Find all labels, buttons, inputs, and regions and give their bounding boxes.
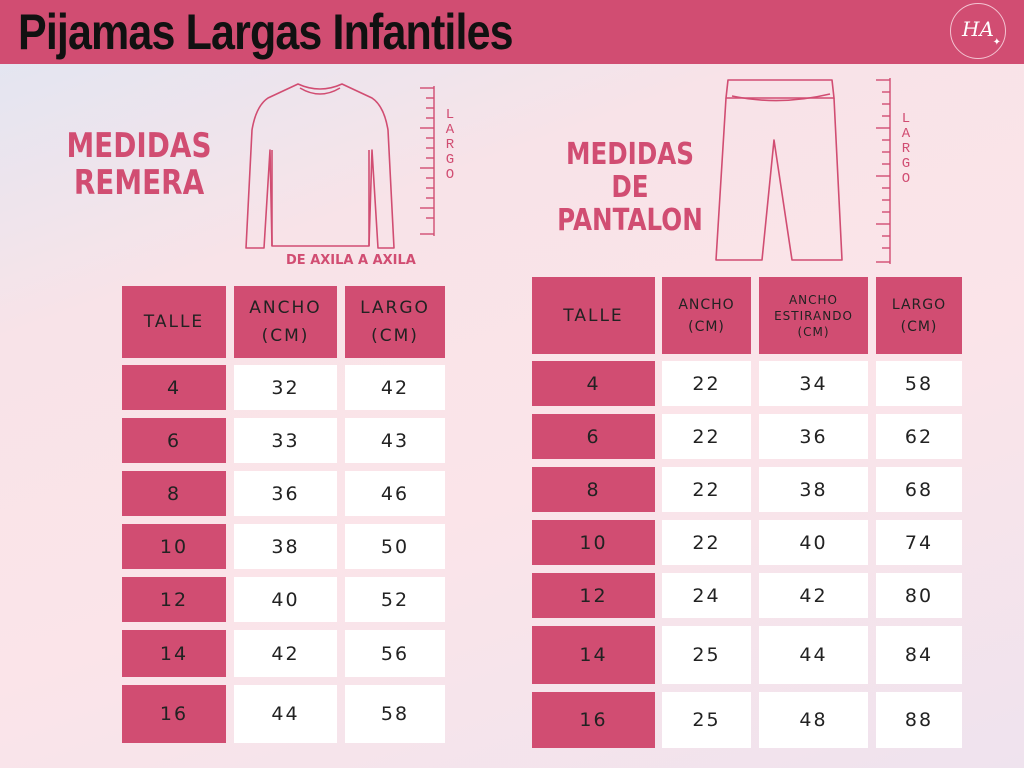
pantalon-cell-ancho: 22 (662, 520, 751, 565)
pantalon-cell-talle: 12 (532, 573, 655, 618)
remera-cell-talle: 8 (122, 471, 226, 516)
remera-header-largo: LARGO (CM) (345, 286, 445, 358)
pantalon-cell-talle: 8 (532, 467, 655, 512)
page-title: Pijamas Largas Infantiles (18, 4, 514, 60)
pantalon-cell-largo: 74 (876, 520, 962, 565)
pantalon-cell-talle: 10 (532, 520, 655, 565)
remera-cell-talle: 14 (122, 630, 226, 677)
pantalon-cell-ancho-estirando: 48 (759, 692, 868, 748)
remera-cell-largo: 52 (345, 577, 445, 622)
pantalon-cell-ancho-estirando: 34 (759, 361, 868, 406)
long-sleeve-shirt-icon (245, 83, 395, 249)
remera-title: MEDIDAS REMERA (66, 126, 212, 204)
remera-cell-ancho: 38 (234, 524, 337, 569)
brand-logo: HA ✦ (950, 3, 1006, 59)
pantalon-cell-ancho-estirando: 42 (759, 573, 868, 618)
pantalon-cell-ancho: 25 (662, 692, 751, 748)
remera-cell-largo: 58 (345, 685, 445, 743)
remera-header-talle: TALLE (122, 286, 226, 358)
pantalon-cell-largo: 88 (876, 692, 962, 748)
pantalon-cell-talle: 4 (532, 361, 655, 406)
pantalon-cell-ancho: 25 (662, 626, 751, 684)
remera-cell-ancho: 32 (234, 365, 337, 410)
pantalon-cell-ancho-estirando: 40 (759, 520, 868, 565)
pantalon-cell-ancho-estirando: 38 (759, 467, 868, 512)
pantalon-header-ancho-estirando: ANCHO ESTIRANDO (CM) (759, 277, 868, 354)
remera-cell-ancho: 40 (234, 577, 337, 622)
pantalon-cell-talle: 6 (532, 414, 655, 459)
pantalon-cell-largo: 84 (876, 626, 962, 684)
pantalon-cell-largo: 68 (876, 467, 962, 512)
remera-cell-talle: 16 (122, 685, 226, 743)
pantalon-cell-talle: 14 (532, 626, 655, 684)
pantalon-header-largo: LARGO (CM) (876, 277, 962, 354)
remera-cell-largo: 56 (345, 630, 445, 677)
pantalon-cell-largo: 62 (876, 414, 962, 459)
pantalon-header-ancho: ANCHO (CM) (662, 277, 751, 354)
remera-cell-largo: 50 (345, 524, 445, 569)
remera-axila-label: DE AXILA A AXILA (286, 253, 416, 268)
remera-largo-label: LARGO (445, 107, 455, 183)
pantalon-header-talle: TALLE (532, 277, 655, 354)
remera-cell-ancho: 42 (234, 630, 337, 677)
pantalon-cell-ancho-estirando: 44 (759, 626, 868, 684)
remera-cell-talle: 12 (122, 577, 226, 622)
pantalon-cell-largo: 58 (876, 361, 962, 406)
remera-cell-largo: 42 (345, 365, 445, 410)
header-band (0, 0, 1024, 64)
remera-cell-largo: 46 (345, 471, 445, 516)
remera-cell-ancho: 33 (234, 418, 337, 463)
pantalon-cell-ancho: 22 (662, 414, 751, 459)
pantalon-cell-ancho-estirando: 36 (759, 414, 868, 459)
ruler-pantalon (876, 78, 891, 264)
remera-cell-ancho: 36 (234, 471, 337, 516)
pantalon-cell-ancho: 22 (662, 361, 751, 406)
remera-cell-ancho: 44 (234, 685, 337, 743)
pantalon-title: MEDIDAS DE PANTALON (557, 137, 703, 238)
remera-cell-largo: 43 (345, 418, 445, 463)
ruler-remera (420, 86, 435, 236)
remera-cell-talle: 4 (122, 365, 226, 410)
pantalon-cell-largo: 80 (876, 573, 962, 618)
pantalon-cell-ancho: 24 (662, 573, 751, 618)
remera-cell-talle: 10 (122, 524, 226, 569)
remera-header-ancho: ANCHO (CM) (234, 286, 337, 358)
pantalon-cell-ancho: 22 (662, 467, 751, 512)
pantalon-largo-label: LARGO (901, 111, 911, 187)
pantalon-cell-talle: 16 (532, 692, 655, 748)
remera-cell-talle: 6 (122, 418, 226, 463)
long-pants-icon (715, 79, 843, 261)
